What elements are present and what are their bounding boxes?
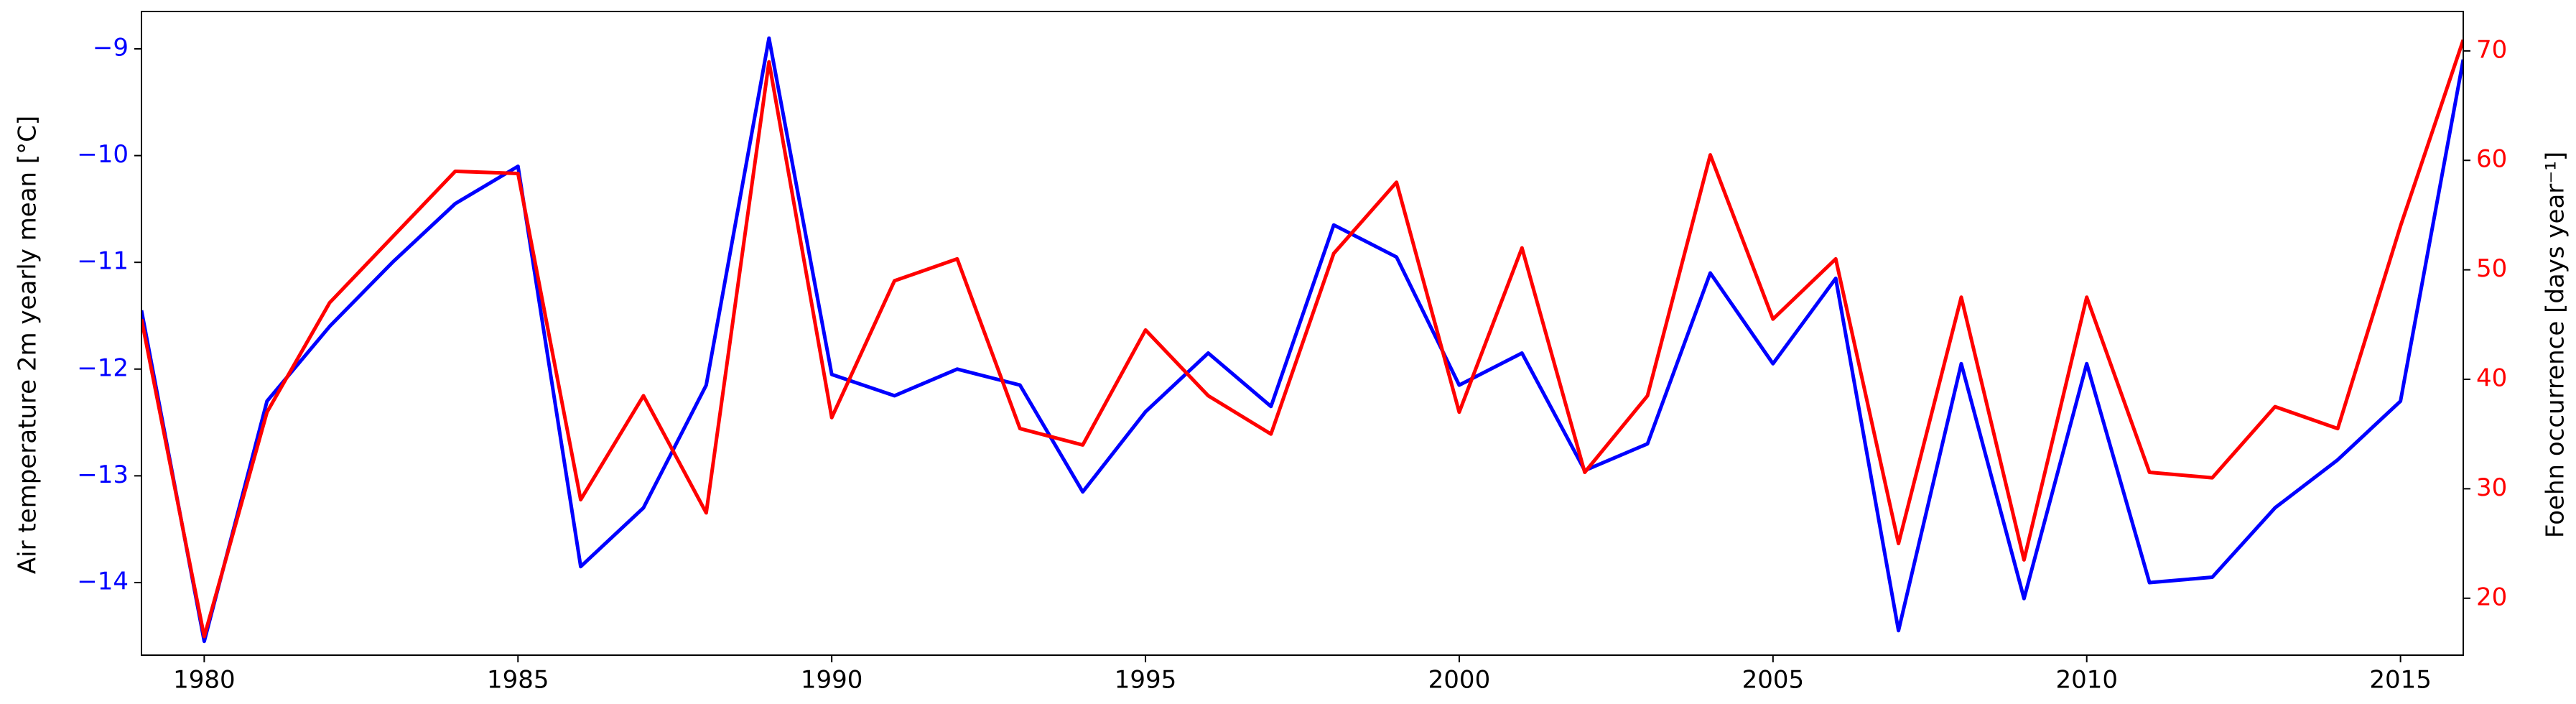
- y2-tick-label: 20: [2476, 583, 2507, 611]
- y2-tick-label: 70: [2476, 35, 2507, 64]
- y-tick-label: −12: [77, 353, 129, 382]
- y-axis-label: Air temperature 2m yearly mean [°C]: [14, 116, 42, 574]
- x-tick-label: 1995: [1115, 666, 1177, 695]
- data-line: [141, 39, 2463, 639]
- x-tick-label: 2000: [1428, 666, 1491, 695]
- y2-axis-label: Foehn occurrence [days year⁻¹]: [2542, 152, 2570, 538]
- x-tick-label: 2005: [1742, 666, 1805, 695]
- y-tick-label: −11: [77, 247, 129, 276]
- y-tick-label: −9: [93, 34, 129, 62]
- y2-tick-label: 50: [2476, 254, 2507, 283]
- y-tick-label: −10: [77, 140, 129, 169]
- x-tick-label: 1985: [487, 666, 549, 695]
- y-tick-label: −14: [77, 567, 129, 596]
- y2-tick-label: 40: [2476, 364, 2507, 393]
- x-tick-label: 2010: [2055, 666, 2118, 695]
- y-tick-label: −13: [77, 460, 129, 489]
- plot-frame: [141, 11, 2464, 656]
- y2-tick-label: 30: [2476, 473, 2507, 502]
- y2-tick-label: 60: [2476, 145, 2507, 174]
- x-tick-label: 1990: [801, 666, 863, 695]
- x-tick-label: 1980: [173, 666, 236, 695]
- x-tick-label: 2015: [2369, 666, 2432, 695]
